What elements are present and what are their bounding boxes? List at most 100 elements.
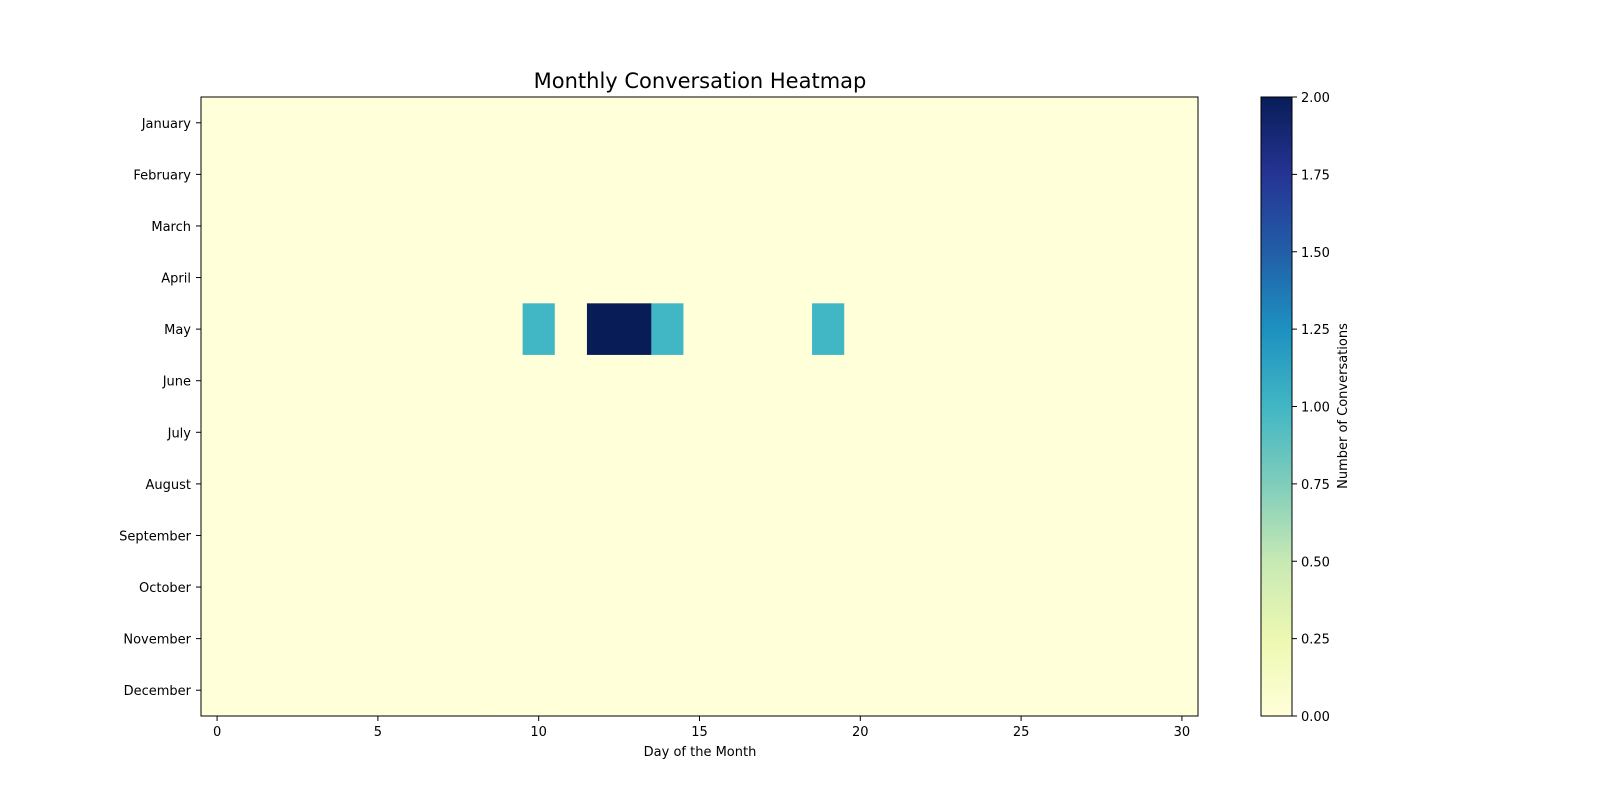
heatmap-cell <box>908 612 942 665</box>
heatmap-cell <box>876 458 909 511</box>
heatmap-cell <box>265 303 298 356</box>
heatmap-cell <box>233 251 266 304</box>
heatmap-cell <box>972 561 1006 614</box>
heatmap-cell <box>1069 664 1102 717</box>
heatmap-cell <box>812 509 845 562</box>
heatmap-cell <box>940 148 974 201</box>
heatmap-cell <box>651 406 684 459</box>
heatmap-cell <box>747 664 781 717</box>
heatmap-cell <box>1069 200 1102 253</box>
heatmap-cell <box>619 303 652 356</box>
heatmap-cell <box>426 406 459 459</box>
heatmap-cell <box>1069 148 1102 201</box>
heatmap-cell <box>651 200 684 253</box>
heatmap-cell <box>426 97 459 149</box>
heatmap-cell <box>779 97 813 149</box>
heatmap-cell <box>297 200 331 253</box>
heatmap-cell <box>876 97 909 149</box>
heatmap-cell <box>233 354 266 407</box>
heatmap-cell <box>683 200 716 253</box>
heatmap-cell <box>522 354 556 407</box>
heatmap-cell <box>1133 561 1167 614</box>
heatmap-cell <box>329 354 363 407</box>
heatmap-cell <box>201 303 234 356</box>
heatmap-cell <box>1037 406 1070 459</box>
heatmap-cell <box>522 458 556 511</box>
heatmap-cell <box>908 664 942 717</box>
heatmap-cell <box>265 406 298 459</box>
heatmap-cell <box>940 354 974 407</box>
heatmap-cell <box>1037 509 1070 562</box>
heatmap-cell <box>554 561 588 614</box>
heatmap-cell <box>812 200 845 253</box>
heatmap-cell <box>329 458 363 511</box>
heatmap-cell <box>940 561 974 614</box>
heatmap-cell <box>779 664 813 717</box>
heatmap-cell <box>1133 148 1167 201</box>
heatmap-cell <box>651 148 684 201</box>
y-tick-label: March <box>151 220 191 235</box>
heatmap-cell <box>265 148 298 201</box>
heatmap-cell <box>265 664 298 717</box>
heatmap-cell <box>586 354 620 407</box>
heatmap-cell <box>265 561 298 614</box>
heatmap-cell <box>683 458 716 511</box>
heatmap-cell <box>554 251 588 304</box>
heatmap-cell <box>1069 354 1102 407</box>
heatmap-cell <box>747 303 781 356</box>
heatmap-cell <box>715 561 749 614</box>
colorbar-tick-label: 1.00 <box>1301 401 1330 416</box>
heatmap-cell <box>361 664 395 717</box>
heatmap-cell <box>908 458 942 511</box>
chart-title: Monthly Conversation Heatmap <box>534 69 867 93</box>
heatmap-cell <box>812 664 845 717</box>
heatmap-cell <box>844 561 877 614</box>
heatmap-cell <box>812 303 845 356</box>
heatmap-cell <box>265 251 298 304</box>
heatmap-cell <box>522 561 556 614</box>
heatmap-cell <box>586 200 620 253</box>
heatmap-cell <box>779 303 813 356</box>
heatmap-cell <box>393 251 427 304</box>
heatmap-cell <box>329 561 363 614</box>
heatmap-cell <box>972 664 1006 717</box>
heatmap-cell <box>393 97 427 149</box>
heatmap-cell <box>812 148 845 201</box>
heatmap-cell <box>1069 97 1102 149</box>
heatmap-cell <box>844 251 877 304</box>
heatmap-cell <box>1101 612 1135 665</box>
heatmap-cell <box>715 251 749 304</box>
heatmap-cell <box>1005 303 1038 356</box>
colorbar-tick-label: 0.25 <box>1301 633 1330 648</box>
heatmap-cell <box>554 97 588 149</box>
colorbar-gradient <box>1260 96 1293 717</box>
heatmap-cell <box>1133 509 1167 562</box>
heatmap-cell <box>1037 97 1070 149</box>
heatmap-cell <box>619 148 652 201</box>
x-axis: 0 5 10 15 20 25 30 <box>213 716 1190 740</box>
heatmap-cells <box>201 97 1199 717</box>
heatmap-cell <box>1101 354 1135 407</box>
heatmap-cell <box>297 664 331 717</box>
heatmap-cell <box>651 458 684 511</box>
heatmap-cell <box>361 561 395 614</box>
heatmap-cell <box>1069 509 1102 562</box>
heatmap-cell <box>972 612 1006 665</box>
heatmap-cell <box>554 303 588 356</box>
heatmap-cell <box>651 509 684 562</box>
heatmap-cell <box>490 612 524 665</box>
heatmap-cell <box>844 612 877 665</box>
heatmap-cell <box>651 664 684 717</box>
heatmap-cell <box>940 509 974 562</box>
heatmap-cell <box>361 251 395 304</box>
heatmap-cell <box>1101 561 1135 614</box>
heatmap-cell <box>265 354 298 407</box>
heatmap-cell <box>1165 303 1199 356</box>
heatmap-cell <box>361 148 395 201</box>
heatmap-cell <box>393 406 427 459</box>
heatmap-cell <box>361 200 395 253</box>
heatmap-cell <box>426 251 459 304</box>
colorbar-tick-label: 1.50 <box>1301 246 1330 261</box>
heatmap-cell <box>1165 200 1199 253</box>
